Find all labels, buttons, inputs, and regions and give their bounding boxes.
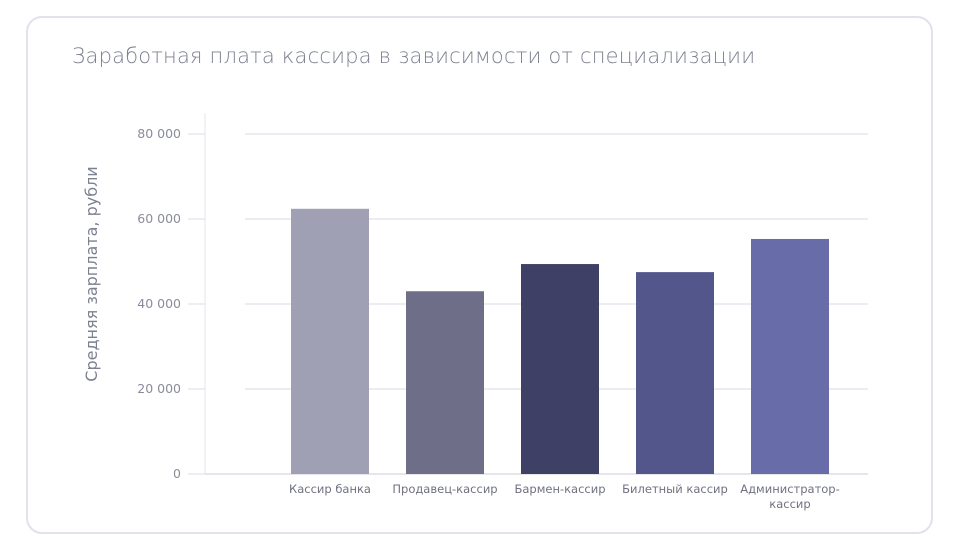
chart-title: Заработная плата кассира в зависимости о… bbox=[72, 44, 756, 68]
y-tick-label: 40 000 bbox=[137, 296, 181, 311]
y-tick-label: 0 bbox=[173, 466, 181, 481]
bar bbox=[636, 272, 714, 474]
y-tick-label: 20 000 bbox=[137, 381, 181, 396]
chart-card bbox=[26, 16, 933, 534]
x-tick-label: Билетный кассир bbox=[622, 482, 728, 496]
bar bbox=[751, 238, 829, 474]
y-tick-label: 80 000 bbox=[137, 126, 181, 141]
x-tick-label: кассир bbox=[769, 497, 810, 511]
y-tick-label: 60 000 bbox=[137, 211, 181, 226]
bar bbox=[291, 208, 369, 475]
x-tick-label: Бармен-кассир bbox=[514, 482, 605, 496]
bar bbox=[521, 264, 599, 474]
x-tick-label: Администратор- bbox=[740, 482, 840, 496]
x-tick-label: Кассир банка bbox=[289, 482, 371, 496]
bar bbox=[406, 291, 484, 474]
x-tick-label: Продавец-кассир bbox=[392, 482, 497, 496]
y-axis-label: Средняя зарплата, рубли bbox=[82, 166, 101, 381]
